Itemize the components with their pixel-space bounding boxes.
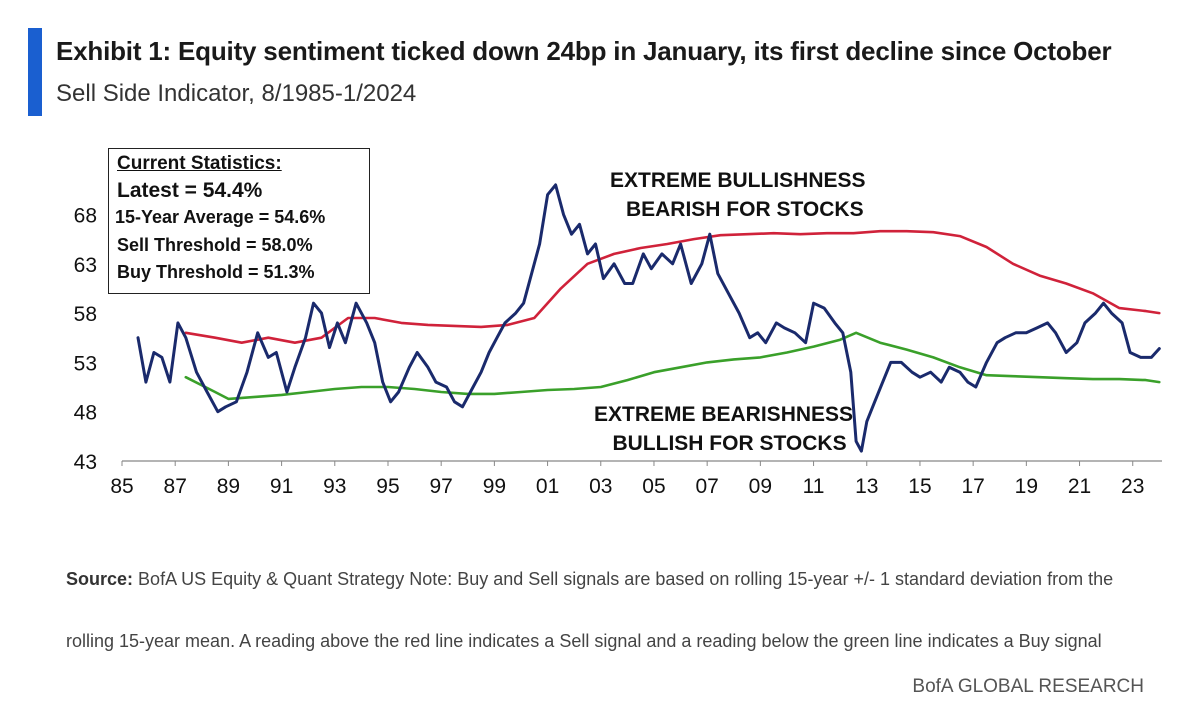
x-tick-label: 21 bbox=[1068, 475, 1091, 498]
x-tick-label: 17 bbox=[961, 475, 984, 498]
accent-bar bbox=[28, 28, 42, 116]
source-label: Source: bbox=[66, 569, 134, 589]
x-tick-label: 03 bbox=[589, 475, 612, 498]
chart-plot: 85 87 89 91 93 95 97 99 01 03 05 07 09 11 13 15 17 19 21 23… bbox=[74, 183, 1162, 498]
stats-heading: Current Statistics: bbox=[117, 153, 282, 174]
bearish-annotation-line2: BULLISH FOR STOCKS bbox=[612, 432, 847, 455]
x-tick-label: 85 bbox=[110, 475, 133, 498]
y-tick-label: 53 bbox=[74, 352, 97, 375]
buy-line-series bbox=[184, 331, 1161, 401]
stats-buy-threshold: Buy Threshold = 51.3% bbox=[117, 262, 315, 282]
indicator-series bbox=[136, 183, 1161, 453]
x-tick-label: 09 bbox=[749, 475, 772, 498]
x-tick-label: 01 bbox=[536, 475, 559, 498]
footer-brand: BofA GLOBAL RESEARCH bbox=[912, 676, 1144, 697]
x-tick-label: 19 bbox=[1015, 475, 1038, 498]
chart-series bbox=[136, 183, 1161, 453]
x-tick-label: 99 bbox=[483, 475, 506, 498]
y-tick-label: 63 bbox=[74, 254, 97, 277]
x-tick-label: 93 bbox=[323, 475, 346, 498]
x-tick-label: 07 bbox=[695, 475, 718, 498]
x-tick-label: 89 bbox=[217, 475, 240, 498]
chart-ticks: 85 87 89 91 93 95 97 99 01 03 05 07 09 11 13 15 17 19 21 23… bbox=[74, 204, 1145, 498]
source-text: BofA US Equity & Quant Strategy Note: Bu… bbox=[66, 569, 1114, 651]
bullish-annotation: EXTREME BULLISHNESS BEARISH FOR STOCKS bbox=[610, 166, 866, 224]
y-tick-label: 43 bbox=[74, 451, 97, 474]
x-tick-label: 95 bbox=[376, 475, 399, 498]
x-tick-label: 23 bbox=[1121, 475, 1144, 498]
x-tick-label: 97 bbox=[430, 475, 453, 498]
chart-subtitle: Sell Side Indicator, 8/1985-1/2024 bbox=[56, 80, 417, 107]
bearish-annotation-line1: EXTREME BEARISHNESS bbox=[594, 403, 854, 426]
x-tick-label: 05 bbox=[642, 475, 665, 498]
stats-latest: Latest = 54.4% bbox=[117, 179, 263, 202]
y-tick-label: 68 bbox=[74, 204, 97, 227]
bullish-annotation-line2: BEARISH FOR STOCKS bbox=[625, 198, 864, 221]
y-tick-label: 48 bbox=[74, 402, 97, 425]
x-tick-label: 87 bbox=[164, 475, 187, 498]
current-statistics-box: Current Statistics: Latest = 54.4% 15-Ye… bbox=[108, 148, 370, 294]
bullish-annotation-line1: EXTREME BULLISHNESS bbox=[610, 169, 866, 192]
x-tick-label: 15 bbox=[908, 475, 931, 498]
chart-title: Exhibit 1: Equity sentiment ticked down … bbox=[56, 36, 1112, 66]
x-tick-label: 91 bbox=[270, 475, 293, 498]
bearish-annotation: EXTREME BEARISHNESS BULLISH FOR STOCKS bbox=[594, 400, 853, 458]
y-tick-label: 58 bbox=[74, 303, 97, 326]
x-tick-label: 11 bbox=[803, 475, 825, 498]
source-note: Source: BofA US Equity & Quant Strategy … bbox=[66, 548, 1146, 672]
x-tick-label: 13 bbox=[855, 475, 878, 498]
stats-sell-threshold: Sell Threshold = 58.0% bbox=[117, 235, 313, 255]
stats-average: 15-Year Average = 54.6% bbox=[115, 207, 326, 227]
